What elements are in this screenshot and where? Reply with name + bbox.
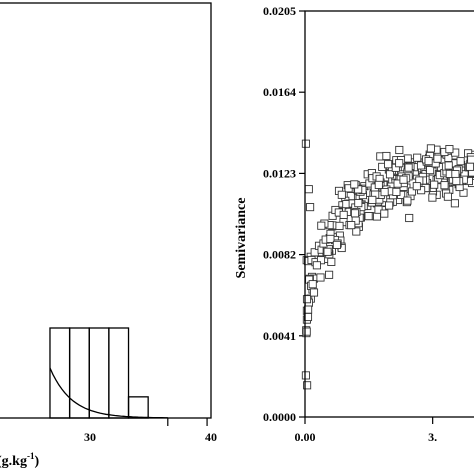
histogram-fit-curve [49, 367, 168, 419]
semivariogram-panel: Semivariance 0.00000.00410.00820.01230.0… [234, 4, 474, 444]
semivariogram-point [395, 145, 404, 155]
semivariogram-y-tick-label: 0.0164 [263, 85, 296, 99]
semivariogram-point [445, 145, 454, 154]
semivariogram-point [347, 221, 356, 230]
semivariogram-point [302, 327, 311, 336]
semivariogram-x-tick-label: 0.00 [295, 430, 316, 444]
semivariogram-point [335, 221, 344, 230]
semivariogram-point [308, 280, 317, 289]
semivariogram-plot-frame [304, 10, 474, 418]
semivariogram-point [443, 192, 452, 201]
histogram-x-axis-label-close: ) [34, 454, 39, 469]
semivariogram-point [364, 212, 373, 221]
histogram-bars [49, 327, 149, 419]
semivariogram-point [317, 221, 326, 230]
semivariogram-point [403, 154, 412, 163]
semivariogram-point [337, 190, 346, 199]
histogram-x-axis-label: (g.kg-1) [0, 451, 39, 469]
semivariogram-point [456, 157, 465, 166]
semivariogram-y-tick-label: 0.0123 [263, 166, 296, 180]
histogram-bar [88, 327, 110, 419]
semivariogram-point [451, 170, 460, 179]
semivariogram-point [350, 180, 359, 189]
semivariogram-point [385, 170, 395, 179]
histogram-x-axis-label-paren: ( [0, 454, 2, 469]
semivariogram-point [424, 157, 433, 166]
semivariogram-point [426, 166, 435, 175]
semivariogram-point [332, 240, 341, 249]
histogram-x-axis-label-main: g.kg [2, 454, 27, 469]
semivariogram-y-tick-label: 0.0000 [263, 410, 296, 424]
semivariogram-point [354, 199, 363, 208]
semivariogram-point [465, 162, 474, 171]
semivariogram-point [413, 153, 422, 162]
histogram-panel: 30 40 (g.kg-1) [0, 2, 217, 469]
semivariogram-point [403, 196, 412, 205]
semivariogram-y-tick-label: 0.0205 [263, 4, 296, 18]
semivariogram-point [323, 247, 332, 256]
semivariogram-point [350, 209, 360, 218]
semivariogram-point [368, 195, 377, 204]
histogram-plot-frame [0, 2, 212, 419]
semivariogram-point [302, 295, 312, 304]
semivariogram-point [312, 261, 321, 270]
semivariogram-point [352, 227, 361, 236]
semivariogram-y-ticks: 0.0000 0.0041 0.0082 0.0123 0.0164 0.0205 [263, 4, 305, 424]
semivariogram-point [316, 256, 326, 265]
semivariogram-point [380, 209, 389, 218]
semivariogram-x-tick-label: 3. [428, 430, 437, 444]
semivariogram-x-ticks: 0.00 3. [295, 417, 437, 444]
semivariogram-point [316, 273, 325, 282]
semivariogram-point [304, 185, 313, 194]
semivariogram-point [428, 193, 437, 202]
semivariogram-point [426, 144, 435, 153]
semivariogram-point [395, 159, 404, 168]
semivariogram-point [430, 180, 439, 189]
semivariogram-points [301, 139, 474, 390]
semivariogram-point [407, 187, 417, 196]
histogram-bar [108, 327, 130, 419]
semivariogram-point [380, 188, 389, 197]
semivariogram-point [372, 212, 381, 221]
semivariogram-y-tick-label: 0.0082 [263, 248, 296, 262]
histogram-bar [127, 396, 149, 419]
semivariogram-point [325, 270, 334, 279]
histogram-x-ticks [167, 418, 208, 426]
semivariogram-point [301, 139, 310, 148]
semivariogram-point [301, 371, 310, 380]
semivariogram-point [385, 201, 394, 210]
semivariogram-point [405, 213, 414, 223]
semivariogram-point [326, 234, 335, 243]
histogram-x-tick-40: 40 [205, 430, 217, 444]
semivariogram-point [440, 181, 449, 190]
semivariogram-y-axis-label: Semivariance [234, 198, 249, 279]
semivariogram-point [374, 180, 383, 189]
semivariogram-point [404, 163, 413, 172]
semivariogram-point [433, 154, 442, 163]
histogram-x-axis-label-sup: -1 [27, 451, 35, 461]
semivariogram-point [339, 210, 348, 219]
semivariogram-point [412, 182, 421, 191]
histogram-x-tick-30: 30 [84, 430, 96, 444]
semivariogram-point [467, 155, 474, 164]
semivariogram-point [309, 288, 319, 297]
semivariogram-point [392, 187, 401, 196]
semivariogram-point [303, 381, 312, 390]
semivariogram-point [452, 176, 461, 186]
semivariogram-point [382, 151, 391, 161]
semivariogram-point [327, 257, 336, 266]
semivariogram-y-tick-label: 0.0041 [263, 329, 296, 343]
semivariogram-point [399, 175, 408, 184]
semivariogram-point [450, 199, 459, 208]
semivariogram-point [444, 161, 453, 170]
semivariogram-point [306, 203, 315, 212]
semivariogram-point [384, 160, 393, 169]
